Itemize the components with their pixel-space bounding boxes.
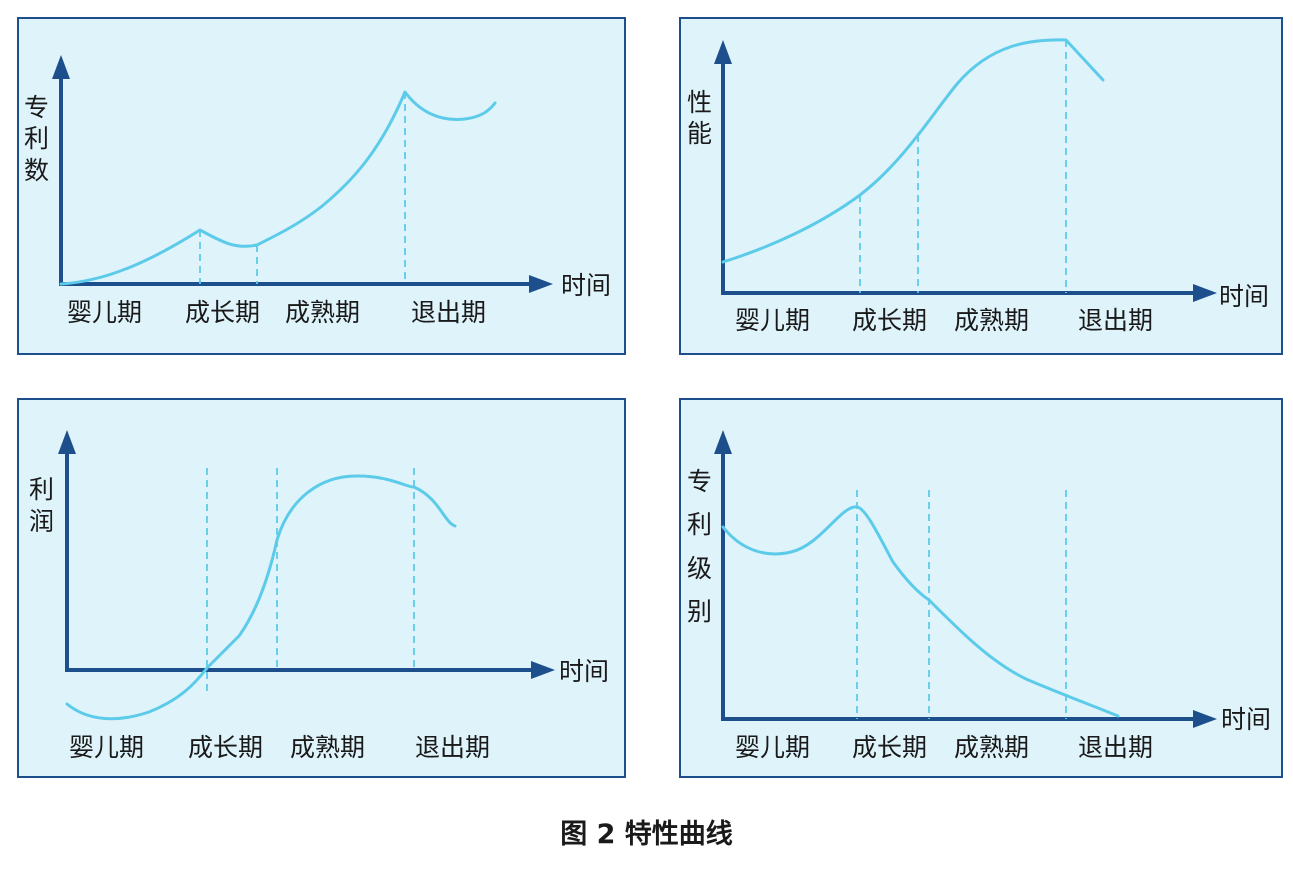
y-axis-arrow [714,40,732,64]
x-axis-arrow [531,661,555,679]
patent-count-diagram: 专 利 数 时间 婴儿期 成长期 成熟期 退出期 [24,55,611,327]
stage-label-maturity: 成熟期 [954,306,1029,335]
x-axis-label: 时间 [561,271,611,300]
stage-label-decline: 退出期 [415,733,490,762]
stage-label-decline: 退出期 [411,298,486,327]
y-label-char: 专 [24,93,49,122]
stage-label-maturity: 成熟期 [285,298,360,327]
y-axis-arrow [58,430,76,454]
profit-panel: 利 润 时间 婴儿期 成长期 成熟期 退出期 [17,398,626,778]
y-label-char: 润 [29,507,54,536]
stage-label-maturity: 成熟期 [954,733,1029,762]
y-axis-arrow [714,430,732,454]
patent-level-diagram: 专 利 级 别 时间 婴儿期 成长期 成熟期 退出期 [687,430,1271,762]
x-axis-arrow [529,275,553,293]
y-axis-arrow [52,55,70,79]
y-label-char: 级 [687,554,712,583]
stage-label-infancy: 婴儿期 [735,733,810,762]
profit-curve [65,474,457,721]
stage-label-maturity: 成熟期 [290,733,365,762]
stage-label-infancy: 婴儿期 [69,733,144,762]
stage-label-infancy: 婴儿期 [735,306,810,335]
patent-level-panel: 专 利 级 别 时间 婴儿期 成长期 成熟期 退出期 [679,398,1283,778]
patent-count-curve [59,90,497,286]
patent-count-panel: 专 利 数 时间 婴儿期 成长期 成熟期 退出期 [17,17,626,355]
stage-label-growth: 成长期 [188,733,263,762]
stage-label-decline: 退出期 [1078,733,1153,762]
y-label-char: 数 [24,156,49,185]
performance-curve [721,38,1105,264]
y-label-char: 利 [29,475,54,504]
x-axis-label: 时间 [1219,282,1269,311]
stage-label-growth: 成长期 [852,733,927,762]
y-label-char: 性 [687,88,712,117]
stage-label-growth: 成长期 [852,306,927,335]
y-label-char: 别 [687,597,712,626]
performance-panel: 性 能 时间 婴儿期 成长期 成熟期 退出期 [679,17,1283,355]
stage-label-growth: 成长期 [185,298,260,327]
x-axis-arrow [1193,284,1217,302]
figure-caption: 图 2 特性曲线 [560,819,733,850]
x-axis-arrow [1193,710,1217,728]
performance-diagram: 性 能 时间 婴儿期 成长期 成熟期 退出期 [687,38,1269,335]
y-label-char: 利 [687,510,712,539]
y-label-char: 能 [687,119,712,148]
profit-diagram: 利 润 时间 婴儿期 成长期 成熟期 退出期 [29,430,609,762]
y-label-char: 利 [24,124,49,153]
stage-label-infancy: 婴儿期 [67,298,142,327]
x-axis-label: 时间 [559,657,609,686]
y-label-char: 专 [687,467,712,496]
stage-label-decline: 退出期 [1078,306,1153,335]
patent-level-curve [721,505,1120,718]
x-axis-label: 时间 [1221,705,1271,734]
